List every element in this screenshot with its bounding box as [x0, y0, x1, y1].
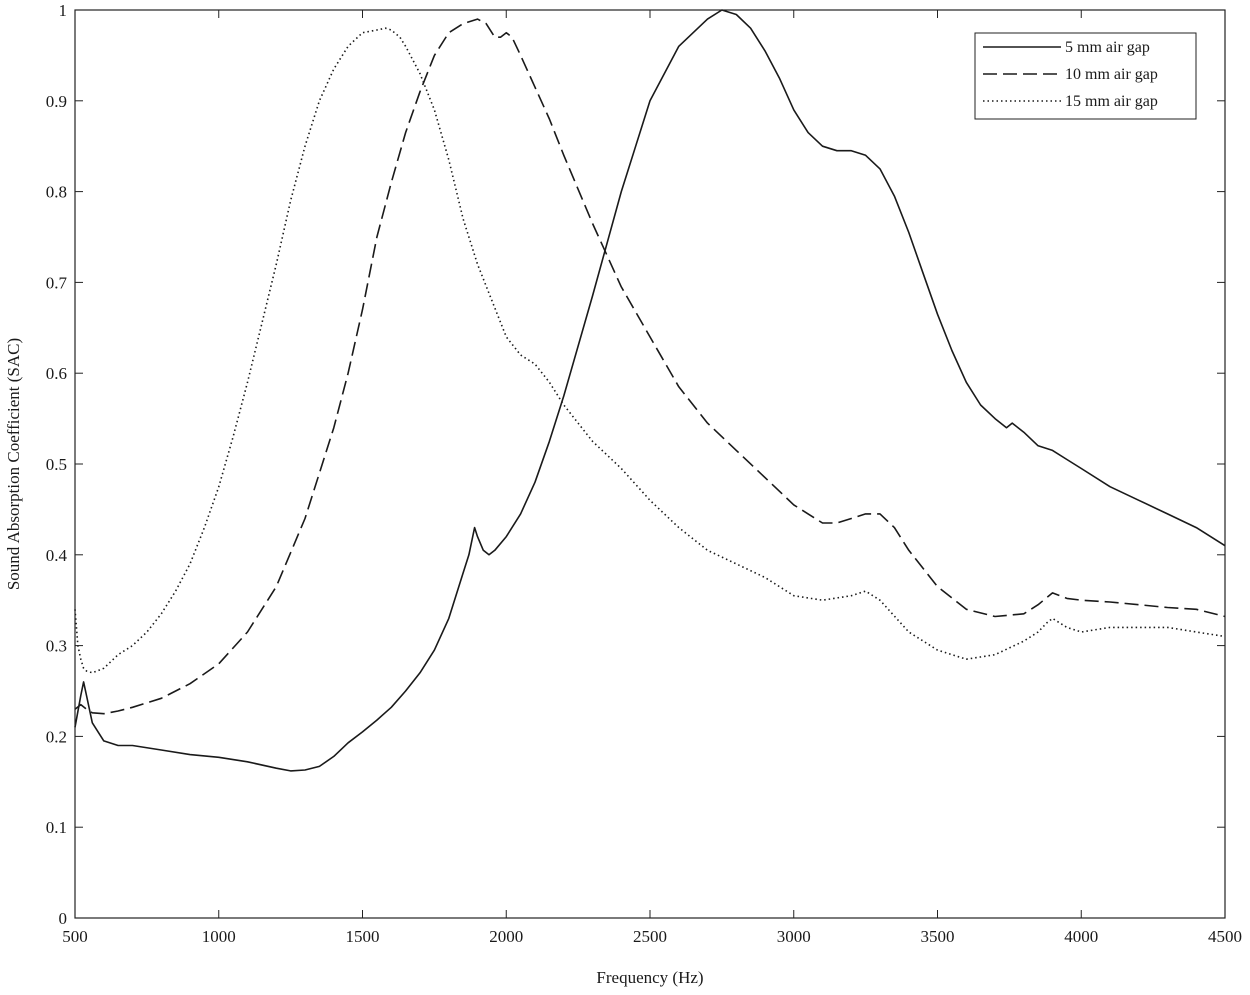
x-tick-label: 1000 — [202, 927, 236, 946]
series-layer — [74, 9, 1226, 772]
y-tick-label: 1 — [59, 1, 68, 20]
x-axis: 500 1000 1500 2000 2500 3000 3500 4000 4500 — [62, 10, 1242, 946]
x-tick-label: 1500 — [346, 927, 380, 946]
x-tick-label: 4500 — [1208, 927, 1242, 946]
y-tick-label: 0.7 — [46, 273, 68, 292]
series-line-2 — [74, 18, 1226, 715]
x-tick-label: 4000 — [1064, 927, 1098, 946]
x-tick-label: 3000 — [777, 927, 811, 946]
legend: 5 mm air gap 10 mm air gap 15 mm air gap — [974, 32, 1197, 120]
y-axis: 0 0.1 0.2 0.3 0.4 0.5 0.6 0.7 0.8 0.9 1 — [46, 1, 1225, 928]
y-tick-label: 0.6 — [46, 364, 67, 383]
x-tick-label: 2500 — [633, 927, 667, 946]
series-line-3 — [74, 27, 1226, 674]
y-tick-label: 0.8 — [46, 183, 67, 202]
y-tick-label: 0 — [59, 909, 68, 928]
legend-label-3: 15 mm air gap — [1065, 93, 1158, 110]
x-tick-label: 500 — [62, 927, 88, 946]
legend-label-2: 10 mm air gap — [1065, 66, 1158, 83]
y-tick-label: 0.9 — [46, 92, 67, 111]
y-tick-label: 0.5 — [46, 455, 67, 474]
series-line-1 — [74, 9, 1226, 772]
x-axis-title: Frequency (Hz) — [596, 968, 703, 987]
y-tick-label: 0.2 — [46, 727, 67, 746]
y-tick-label: 0.4 — [46, 546, 68, 565]
y-tick-label: 0.1 — [46, 818, 67, 837]
y-tick-label: 0.3 — [46, 637, 67, 656]
y-axis-title: Sound Absorption Coefficient (SAC) — [4, 338, 23, 590]
x-tick-label: 3500 — [921, 927, 955, 946]
legend-label-1: 5 mm air gap — [1065, 39, 1150, 56]
x-tick-label: 2000 — [489, 927, 523, 946]
